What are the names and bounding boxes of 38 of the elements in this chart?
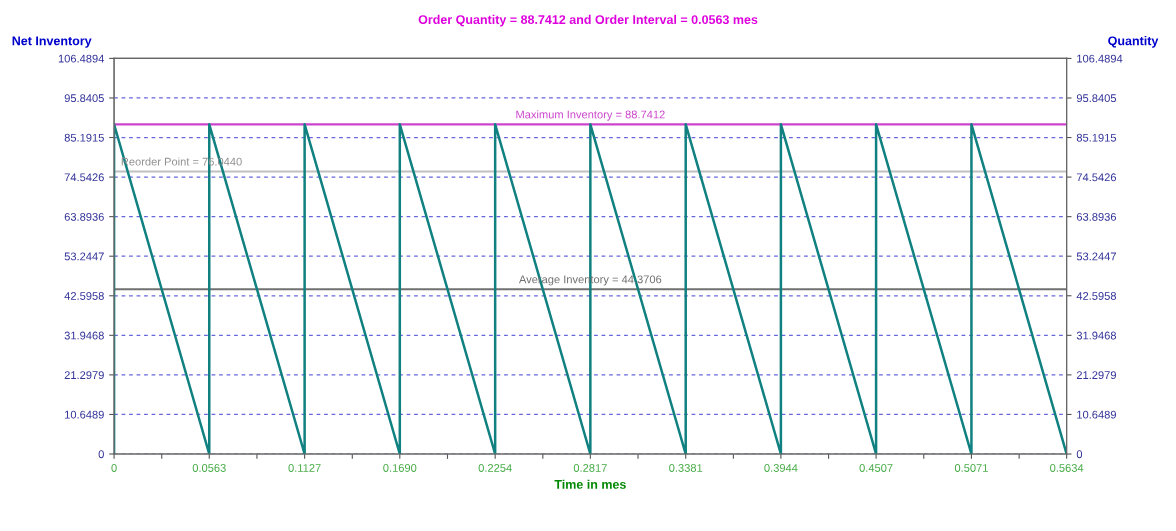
chart-title: Order Quantity = 88.7412 and Order Interval = 0.0563 mes — [418, 14, 758, 27]
y2-tick-label: 42.5958 — [1076, 292, 1117, 300]
ref-line-label: Maximum Inventory = 88.7412 — [516, 110, 665, 121]
y2-axis-title: Quantity — [1108, 36, 1159, 48]
y2-tick-label: 95.8405 — [1076, 94, 1117, 103]
y2-tick-label: 74.5426 — [1076, 173, 1117, 182]
x-tick-label: 0.1690 — [383, 464, 417, 472]
x-tick-label: 0 — [111, 464, 117, 472]
x-tick-label: 0.5071 — [954, 464, 988, 472]
y2-tick-label: 53.2447 — [1076, 252, 1116, 261]
y-tick-label: 0 — [98, 450, 104, 459]
y2-tick-label: 63.8936 — [1076, 212, 1117, 221]
x-tick-label: 0.3381 — [669, 464, 703, 472]
y-tick-label: 42.5958 — [64, 292, 104, 300]
x-axis-title: Time in mes — [554, 479, 626, 489]
y-tick-label: 63.8936 — [64, 212, 104, 221]
y-tick-label: 85.1915 — [64, 133, 104, 142]
x-tick-label: 0.1127 — [288, 464, 321, 472]
y-tick-label: 53.2447 — [64, 252, 104, 261]
y-tick-label: 74.5426 — [64, 173, 104, 182]
y-axis-title: Net Inventory — [12, 36, 92, 48]
y2-tick-label: 21.2979 — [1076, 371, 1116, 380]
y-tick-label: 106.4894 — [58, 54, 105, 63]
y2-tick-label: 106.4894 — [1077, 54, 1123, 63]
y-tick-label: 21.2979 — [64, 371, 104, 380]
x-tick-label: 0.3944 — [764, 464, 798, 472]
x-tick-label: 0.2817 — [573, 464, 607, 472]
x-tick-label: 0.0563 — [192, 464, 226, 472]
y2-tick-label: 0 — [1076, 450, 1083, 459]
y-tick-label: 95.8405 — [64, 94, 104, 103]
y2-tick-label: 85.1915 — [1076, 133, 1117, 142]
x-tick-label: 0.2254 — [478, 464, 512, 472]
y-tick-label: 31.9468 — [64, 331, 104, 340]
y-tick-label: 10.6489 — [65, 410, 104, 419]
y2-tick-label: 10.6489 — [1077, 410, 1116, 419]
y2-tick-label: 31.9468 — [1076, 331, 1117, 340]
x-tick-label: 0.4507 — [859, 464, 893, 472]
x-tick-label: 0.5634 — [1050, 464, 1084, 472]
